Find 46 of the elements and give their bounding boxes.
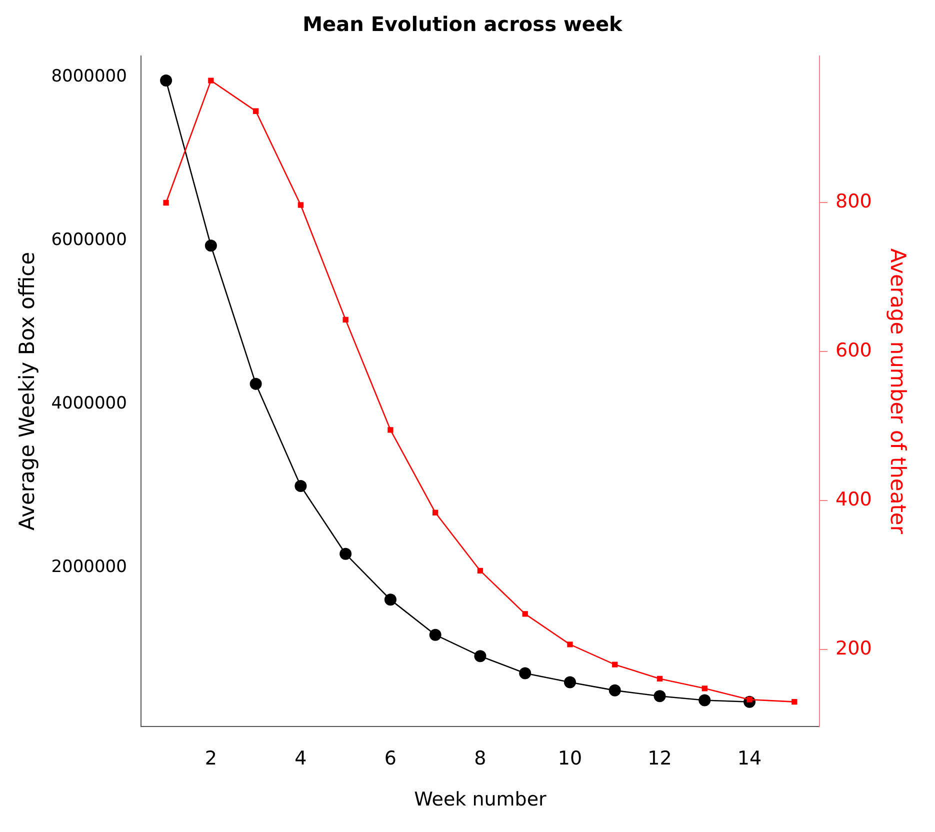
point [656,676,663,682]
point [204,240,217,252]
point [294,480,307,492]
point [208,78,214,84]
point [340,548,352,560]
point [612,662,618,668]
point [342,316,348,323]
y2-tick-label: 200 [836,638,872,660]
point [163,200,169,206]
x-tick-label: 6 [384,748,397,770]
x-tick-label: 2 [204,748,217,770]
point [384,594,396,606]
y2-tick-label: 400 [836,488,872,511]
point [160,74,172,87]
point [702,686,708,692]
point [519,667,532,680]
x-tick-label: 4 [294,748,307,770]
y2-tick-label: 800 [836,190,872,213]
y-tick-label: 8000000 [51,66,127,87]
point [654,690,666,702]
x-axis-title: Week number [414,788,547,811]
point [522,611,528,617]
y2-axis-title: Average number of theater [886,248,910,534]
point [388,427,394,433]
point [250,378,262,390]
point [792,698,798,705]
x-tick-label: 14 [737,748,762,770]
y2-tick-label: 600 [836,340,872,362]
point [429,628,442,641]
x-tick-label: 10 [558,748,582,770]
y-tick-label: 2000000 [51,557,127,578]
point [474,650,486,662]
point [608,684,621,696]
point [432,510,438,516]
point [477,568,484,574]
point [564,676,576,688]
y-axis-title: Average Weekiy Box office [15,252,40,531]
point [698,694,711,706]
x-tick-label: 12 [648,748,672,770]
x-tick-label: 8 [474,748,486,770]
point [298,202,304,208]
point [252,108,259,114]
y-tick-label: 4000000 [51,394,127,414]
y-tick-label: 6000000 [51,230,127,250]
point [567,642,573,648]
chart-title: Mean Evolution across week [302,12,624,36]
